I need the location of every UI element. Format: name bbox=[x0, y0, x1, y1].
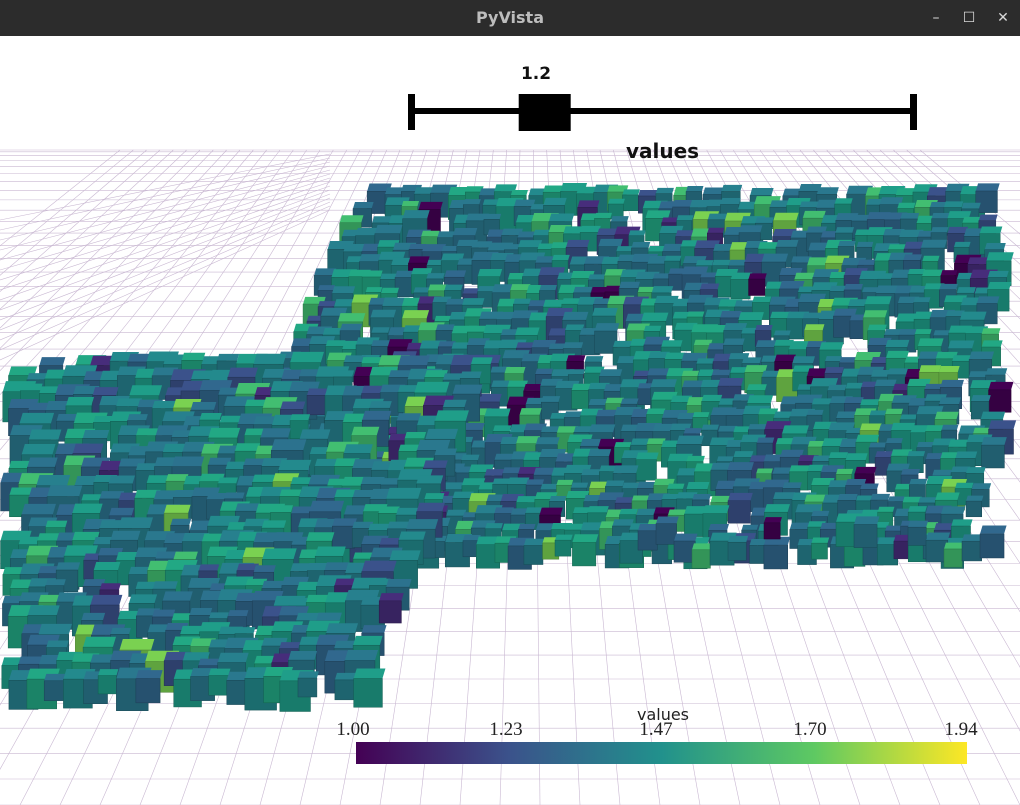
colorbar-tick-2: 1.47 bbox=[639, 719, 673, 740]
slider-widget[interactable] bbox=[408, 94, 917, 131]
window-title: PyVista bbox=[475, 8, 544, 27]
slider-value-label: 1.2 bbox=[520, 64, 552, 84]
close-button[interactable]: ✕ bbox=[997, 10, 1009, 26]
colorbar-tick-3: 1.70 bbox=[793, 719, 827, 740]
colorbar bbox=[356, 742, 967, 764]
maximize-button[interactable]: ☐ bbox=[962, 10, 976, 26]
slider-handle[interactable] bbox=[518, 94, 571, 131]
voxel-mesh bbox=[0, 182, 1017, 712]
3d-scene[interactable] bbox=[0, 36, 1020, 805]
render-viewport[interactable]: 1.2 values values 1.00 1.23 1.47 1.70 1.… bbox=[0, 36, 1020, 805]
window-titlebar bbox=[0, 0, 1020, 36]
colorbar-tick-1: 1.23 bbox=[489, 719, 523, 740]
slider-title: values bbox=[625, 139, 700, 163]
slider-left-cap bbox=[408, 94, 415, 130]
minimize-button[interactable]: – bbox=[932, 10, 940, 26]
slider-track[interactable] bbox=[411, 108, 914, 114]
slider-right-cap bbox=[910, 94, 917, 130]
colorbar-tick-0: 1.00 bbox=[336, 719, 370, 740]
colorbar-tick-4: 1.94 bbox=[944, 719, 978, 740]
colorbar-title: values bbox=[636, 705, 690, 724]
